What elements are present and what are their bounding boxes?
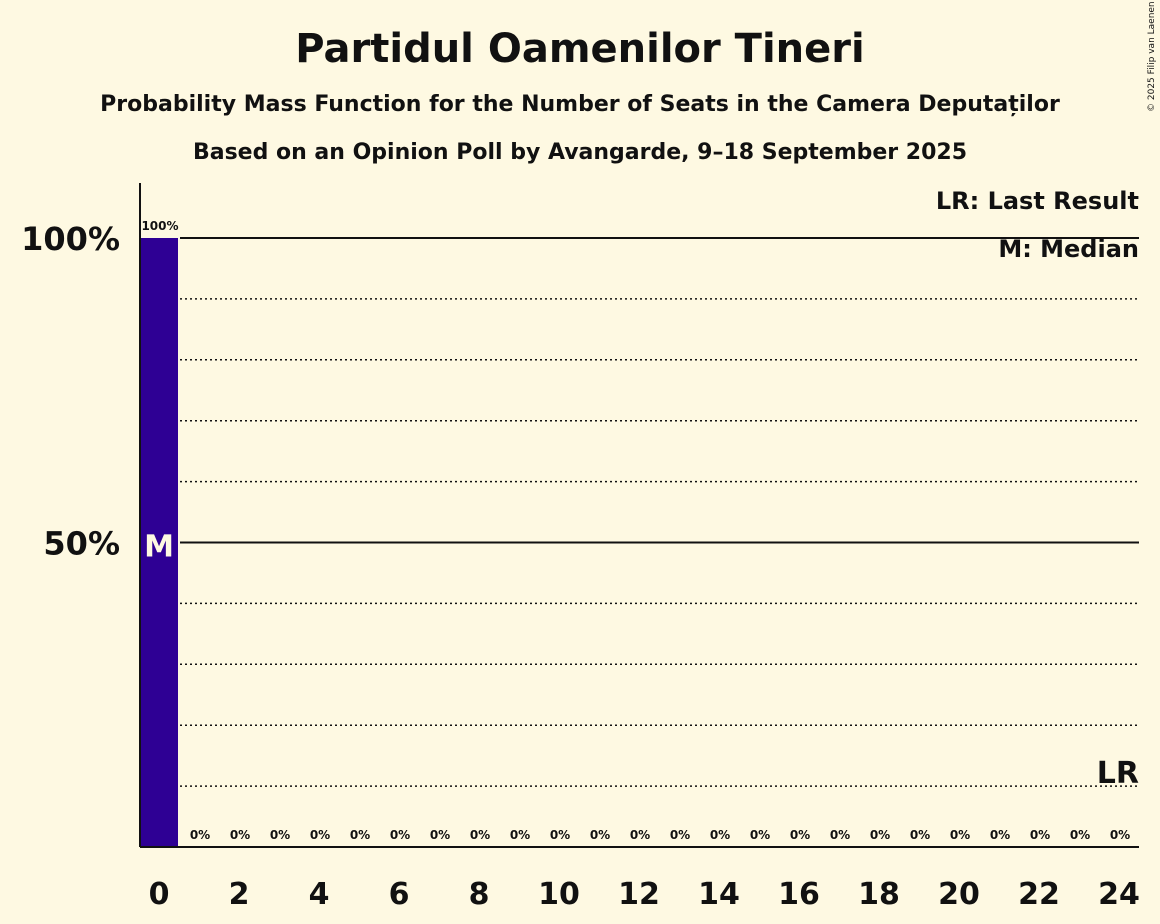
value-label-2: 0% — [230, 828, 250, 842]
x-tick-label: 10 — [538, 877, 580, 912]
legend-last-result: LR: Last Result — [936, 187, 1139, 215]
value-label-22: 0% — [1030, 828, 1050, 842]
value-label-5: 0% — [350, 828, 370, 842]
chart-title: Partidul Oamenilor Tineri — [295, 26, 865, 72]
value-label-11: 0% — [590, 828, 610, 842]
x-tick-label: 0 — [149, 877, 170, 912]
value-label-15: 0% — [750, 828, 770, 842]
x-tick-label: 14 — [698, 877, 740, 912]
value-label-23: 0% — [1070, 828, 1090, 842]
value-label-21: 0% — [990, 828, 1010, 842]
x-tick-label: 20 — [938, 877, 980, 912]
x-tick-label: 24 — [1098, 877, 1140, 912]
value-label-9: 0% — [510, 828, 530, 842]
bar-0 — [140, 238, 178, 847]
x-tick-label: 22 — [1018, 877, 1060, 912]
last-result-marker: LR — [1097, 756, 1139, 791]
value-label-24: 0% — [1110, 828, 1130, 842]
value-label-14: 0% — [710, 828, 730, 842]
value-label-12: 0% — [630, 828, 650, 842]
value-label-8: 0% — [470, 828, 490, 842]
labels: 100%0% 0% 0% 0% 0% 0% 0% 0% 0% 0% 0% 0% 0% 0% 0% 0% 0% 0%… — [21, 219, 1140, 912]
gridlines — [180, 237, 1139, 787]
axes — [139, 183, 1139, 848]
value-label-4: 0% — [310, 828, 330, 842]
x-tick-label: 6 — [389, 877, 410, 912]
x-tick-label: 8 — [469, 877, 490, 912]
chart-source-subtitle: Based on an Opinion Poll by Avangarde, 9… — [192, 140, 968, 165]
x-tick-label: 16 — [778, 877, 820, 912]
y-tick-label: 100% — [21, 220, 120, 258]
median-marker: M — [144, 530, 174, 565]
value-label-7: 0% — [430, 828, 450, 842]
value-label-16: 0% — [790, 828, 810, 842]
value-label-6: 0% — [390, 828, 410, 842]
x-tick-label: 18 — [858, 877, 900, 912]
value-label-18: 0% — [870, 828, 890, 842]
value-label-20: 0% — [950, 828, 970, 842]
value-label-0: 100% — [141, 219, 178, 233]
y-tick-label: 50% — [43, 525, 120, 563]
x-tick-label: 12 — [618, 877, 660, 912]
value-label-3: 0% — [270, 828, 290, 842]
chart-subtitle: Probability Mass Function for the Number… — [100, 92, 1060, 117]
value-label-13: 0% — [670, 828, 690, 842]
x-tick-label: 4 — [309, 877, 330, 912]
value-label-19: 0% — [910, 828, 930, 842]
bars — [140, 238, 178, 847]
value-label-1: 0% — [190, 828, 210, 842]
x-tick-label: 2 — [229, 877, 250, 912]
value-label-10: 0% — [550, 828, 570, 842]
legend-median: M: Median — [998, 235, 1139, 263]
value-label-17: 0% — [830, 828, 850, 842]
